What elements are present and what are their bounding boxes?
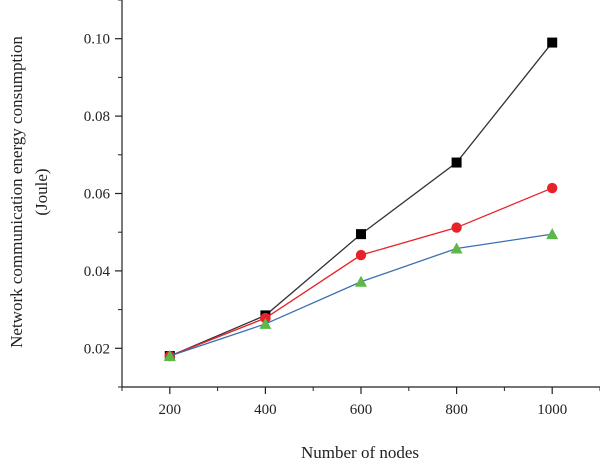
y-tick-label: 0.08 [84, 109, 110, 125]
data-point-square [451, 157, 462, 168]
series-2 [164, 182, 558, 362]
data-point-triangle [355, 275, 367, 287]
ticks: 200 400 600 800 1000 0.02 0.04 0.06 0.08 0.10 [84, 0, 600, 418]
data-point-triangle [450, 242, 463, 254]
axes [121, 0, 600, 388]
series-line [169, 187, 553, 357]
series [163, 37, 559, 362]
data-point-square [356, 229, 366, 240]
y-axis-title: Network communication energy consumption [7, 36, 26, 348]
series-1 [164, 37, 558, 362]
x-tick-label: 600 [350, 402, 373, 418]
x-tick-label: 200 [159, 402, 182, 418]
x-tick-label: 400 [254, 402, 277, 418]
x-tick-label: 1000 [537, 402, 567, 418]
data-point-triangle [259, 317, 272, 329]
y-tick-label: 0.04 [84, 264, 111, 280]
series-3 [163, 228, 559, 362]
data-point-triangle [546, 228, 559, 240]
data-point-triangle [163, 350, 176, 362]
data-point-circle [451, 222, 462, 233]
x-axis-title: Number of nodes [301, 443, 419, 462]
y-tick-label: 0.10 [84, 32, 110, 48]
data-point-circle [547, 182, 558, 194]
series-line [169, 42, 553, 357]
data-point-square [547, 37, 558, 48]
y-tick-label: 0.06 [84, 187, 111, 203]
y-axis-unit: (Joule) [32, 168, 51, 215]
x-tick-label: 800 [445, 402, 468, 418]
y-tick-label: 0.02 [84, 341, 110, 357]
data-point-circle [355, 249, 367, 261]
